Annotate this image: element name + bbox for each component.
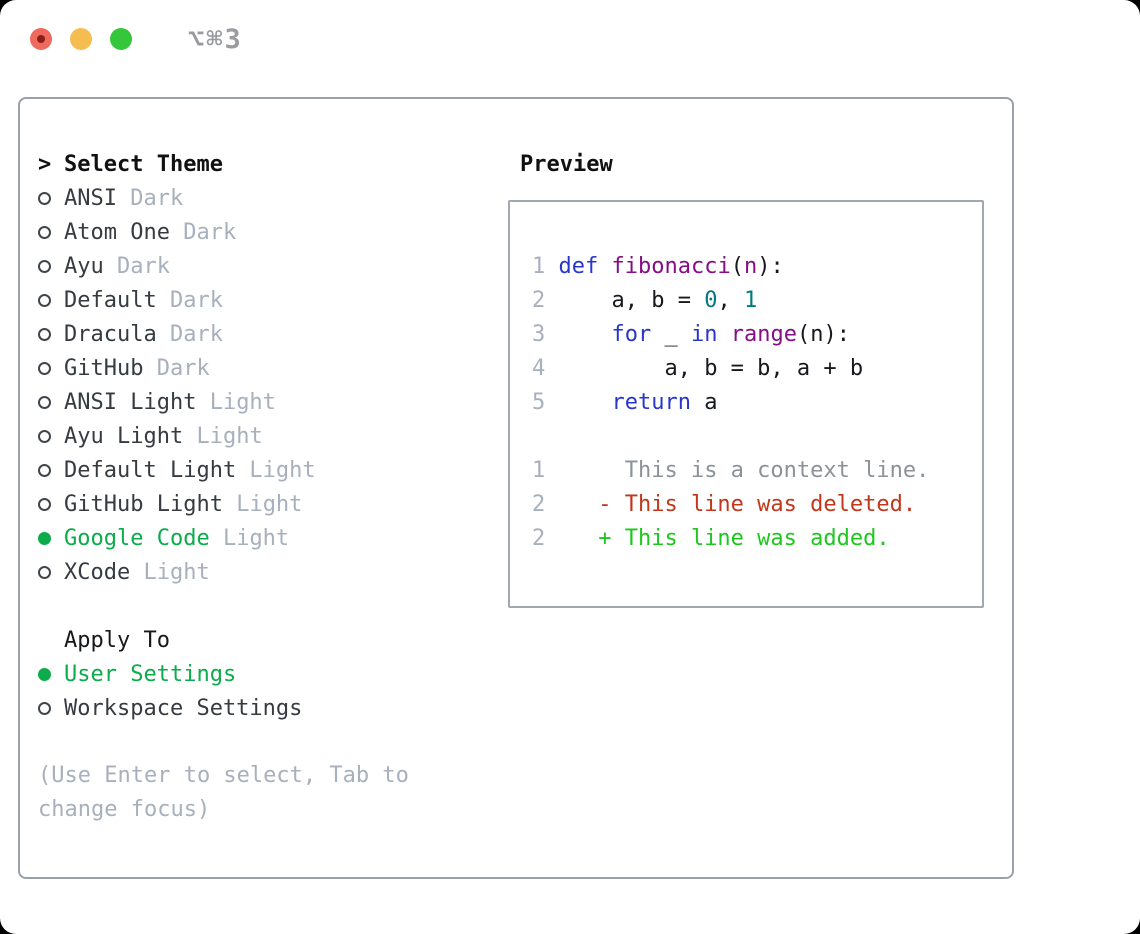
radio-icon [38, 361, 64, 375]
theme-variant-label: Dark [156, 287, 223, 313]
preview-panel: Preview 1 def fibonacci(n): 2 a, b = 0, 1… [500, 147, 984, 608]
preview-title: Preview [520, 151, 613, 177]
theme-variant-label: Light [222, 491, 303, 517]
preview-line: 3 for _ in range(n): [532, 322, 850, 347]
theme-option[interactable]: Atom One Dark [38, 215, 435, 249]
theme-option[interactable]: XCode Light [38, 555, 435, 589]
theme-dialog: > Select Theme ANSI Dark Atom One Dark Ayu… [18, 97, 1014, 879]
radio-icon [38, 225, 64, 239]
preview-line: 2 + This line was added. [532, 526, 890, 551]
theme-option[interactable]: GitHub Light Light [38, 487, 435, 521]
theme-variant-label: Light [130, 559, 210, 585]
theme-option[interactable]: ANSI Dark [38, 181, 435, 215]
preview-line: 5 return a [532, 390, 718, 415]
apply-to-option[interactable]: User Settings [38, 657, 435, 691]
apply-to-title: Apply To [64, 627, 170, 653]
window-title: ⌥⌘3 [188, 23, 243, 55]
radio-icon [38, 293, 64, 307]
option-label: Ayu Light [64, 423, 184, 449]
zoom-button[interactable] [110, 28, 132, 50]
option-label: ANSI [64, 185, 117, 211]
close-button[interactable] [30, 28, 52, 50]
theme-option[interactable]: Google Code Light [38, 521, 435, 555]
diff-preview: 1 This is a context line. 2 - This line w… [532, 454, 982, 556]
apply-to-section: Apply To User Settings Workspace Settings [38, 623, 435, 725]
theme-variant-label: Dark [143, 355, 210, 381]
code-preview: 1 def fibonacci(n): 2 a, b = 0, 1 3 for _ … [532, 250, 982, 420]
prompt-icon: > [38, 151, 52, 177]
preview-line: 2 - This line was deleted. [532, 492, 917, 517]
preview-line: 1 def fibonacci(n): [532, 254, 784, 279]
option-label: Dracula [64, 321, 157, 347]
hint-text: (Use Enter to select, Tab to change focu… [38, 763, 409, 822]
radio-icon [38, 701, 64, 715]
theme-variant-label: Dark [116, 185, 184, 211]
select-theme-header: > Select Theme [38, 147, 435, 181]
apply-to-option[interactable]: Workspace Settings [38, 691, 435, 725]
preview-line: 4 a, b = b, a + b [532, 356, 864, 381]
theme-list: ANSI Dark Atom One Dark Ayu Dark Default Da… [38, 181, 435, 589]
theme-option[interactable]: Ayu Dark [38, 249, 435, 283]
theme-option[interactable]: GitHub Dark [38, 351, 435, 385]
radio-icon [38, 667, 64, 681]
radio-icon [38, 327, 64, 341]
minimize-button[interactable] [70, 28, 92, 50]
theme-option[interactable]: ANSI Light Light [38, 385, 435, 419]
theme-option[interactable]: Default Dark [38, 283, 435, 317]
radio-icon [38, 395, 64, 409]
theme-variant-label: Dark [156, 321, 223, 347]
select-theme-title: Select Theme [64, 151, 223, 177]
option-label: Default [64, 287, 157, 313]
option-label: User Settings [64, 661, 237, 687]
theme-variant-label: Light [209, 525, 290, 551]
option-label: Atom One [64, 219, 170, 245]
radio-icon [38, 191, 64, 205]
option-label: ANSI Light [64, 389, 197, 415]
apply-to-list: User Settings Workspace Settings [38, 657, 435, 725]
preview-line: 1 This is a context line. [532, 458, 930, 483]
preview-pane: 1 def fibonacci(n): 2 a, b = 0, 1 3 for _ … [508, 200, 984, 608]
theme-panel: > Select Theme ANSI Dark Atom One Dark Ayu… [38, 147, 435, 827]
radio-icon [38, 259, 64, 273]
radio-icon [38, 497, 64, 511]
radio-icon [38, 463, 64, 477]
option-label: GitHub [64, 355, 144, 381]
option-label: GitHub Light [64, 491, 223, 517]
theme-variant-label: Light [183, 423, 263, 449]
theme-variant-label: Dark [169, 219, 237, 245]
apply-to-header: Apply To [38, 623, 435, 657]
option-label: XCode [64, 559, 131, 585]
theme-variant-label: Light [236, 457, 316, 483]
theme-option[interactable]: Ayu Light Light [38, 419, 435, 453]
preview-line: 2 a, b = 0, 1 [532, 288, 758, 313]
radio-icon [38, 531, 64, 545]
option-label: Ayu [64, 253, 104, 279]
theme-variant-label: Dark [103, 253, 170, 279]
option-label: Workspace Settings [64, 695, 303, 721]
titlebar: ⌥⌘3 [0, 0, 1140, 78]
radio-icon [38, 429, 64, 443]
radio-icon [38, 565, 64, 579]
theme-option[interactable]: Dracula Dark [38, 317, 435, 351]
theme-option[interactable]: Default Light Light [38, 453, 435, 487]
theme-variant-label: Light [196, 389, 276, 415]
option-label: Google Code [64, 525, 210, 551]
option-label: Default Light [64, 457, 237, 483]
